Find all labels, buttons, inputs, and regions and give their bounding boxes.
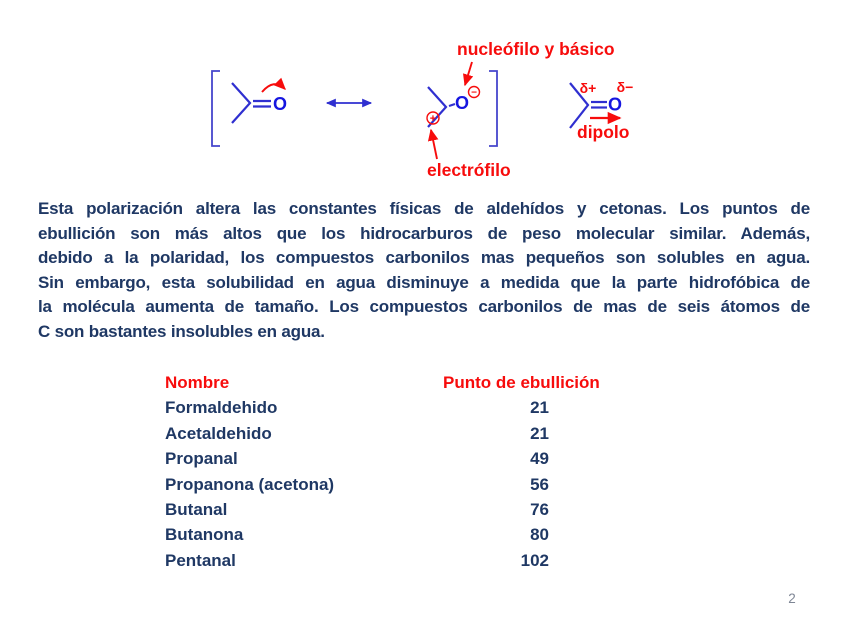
table-row: Butanona 80 bbox=[165, 522, 600, 547]
carbonyl-structure-dipole: O δ+ δ− bbox=[569, 79, 634, 129]
oxygen-atom: O bbox=[608, 95, 622, 115]
delta-minus: δ− bbox=[617, 79, 634, 95]
page-number: 2 bbox=[788, 591, 796, 606]
curved-electron-arrow bbox=[261, 77, 286, 93]
nucleophile-pointer-arrow bbox=[463, 61, 474, 87]
paragraph-line: C son bastantes insolubles en agua. bbox=[38, 321, 325, 341]
compound-name: Butanal bbox=[165, 499, 228, 519]
boiling-point-value: 80 bbox=[530, 525, 549, 545]
compound-name: Propanona (acetona) bbox=[165, 474, 335, 494]
paragraph-line: Esta polarización altera las constantes … bbox=[38, 199, 810, 218]
table-row: Pentanal 102 bbox=[165, 548, 600, 573]
delta-plus: δ+ bbox=[580, 80, 597, 96]
paragraph-line: ebullición son más altos que los hidroca… bbox=[38, 223, 810, 243]
paragraph-line: debido a la polaridad, los compuestos ca… bbox=[38, 248, 810, 268]
left-bracket bbox=[211, 70, 220, 147]
carbonyl-structure-neutral: O bbox=[231, 77, 287, 124]
table-row: Formaldehido 21 bbox=[165, 395, 600, 420]
compound-name: Formaldehido bbox=[165, 398, 278, 418]
plus-charge-circle bbox=[426, 111, 440, 125]
body-paragraph: Esta polarización altera las constantes … bbox=[38, 197, 810, 345]
label-nucleophile: nucleófilo y básico bbox=[457, 39, 615, 59]
compound-name: Acetaldehido bbox=[165, 423, 272, 443]
oxygen-atom: O bbox=[455, 93, 469, 113]
minus-charge-circle bbox=[467, 85, 481, 99]
column-header-nombre: Nombre bbox=[165, 373, 230, 392]
right-bracket bbox=[489, 70, 498, 147]
boiling-point-value: 21 bbox=[530, 398, 549, 418]
plus-charge: + bbox=[430, 113, 436, 125]
oxygen-atom: O bbox=[273, 94, 287, 114]
carbonyl-structure-charged: O − + bbox=[426, 61, 481, 160]
compound-name: Propanal bbox=[165, 449, 238, 469]
compound-name: Butanona bbox=[165, 525, 244, 545]
table-row: Propanal 49 bbox=[165, 446, 600, 471]
compound-name: Pentanal bbox=[165, 550, 236, 570]
boiling-point-value: 21 bbox=[530, 423, 549, 443]
label-electrophile: electrófilo bbox=[427, 160, 511, 180]
boiling-point-table: Nombre Punto de ebullición Formaldehido … bbox=[165, 370, 600, 573]
boiling-point-value: 102 bbox=[520, 550, 549, 570]
table-row: Acetaldehido 21 bbox=[165, 421, 600, 446]
column-header-punto-ebullicion: Punto de ebullición bbox=[443, 373, 600, 392]
paragraph-line: la molécula aumenta de tamaño. Los compu… bbox=[38, 297, 810, 317]
boiling-point-value: 56 bbox=[530, 474, 549, 494]
table-header-row: Nombre Punto de ebullición bbox=[165, 370, 600, 395]
paragraph-line: Sin embargo, esta solubilidad en agua di… bbox=[38, 272, 810, 292]
table-row: Butanal 76 bbox=[165, 497, 600, 522]
table-row: Propanona (acetona) 56 bbox=[165, 472, 600, 497]
label-dipole: dipolo bbox=[577, 122, 630, 142]
resonance-diagram: O O − + O δ+ δ− bbox=[211, 61, 634, 160]
boiling-point-value: 49 bbox=[530, 449, 549, 469]
electrophile-pointer-arrow bbox=[427, 128, 439, 160]
minus-charge: − bbox=[471, 88, 477, 99]
boiling-point-value: 76 bbox=[530, 499, 549, 519]
